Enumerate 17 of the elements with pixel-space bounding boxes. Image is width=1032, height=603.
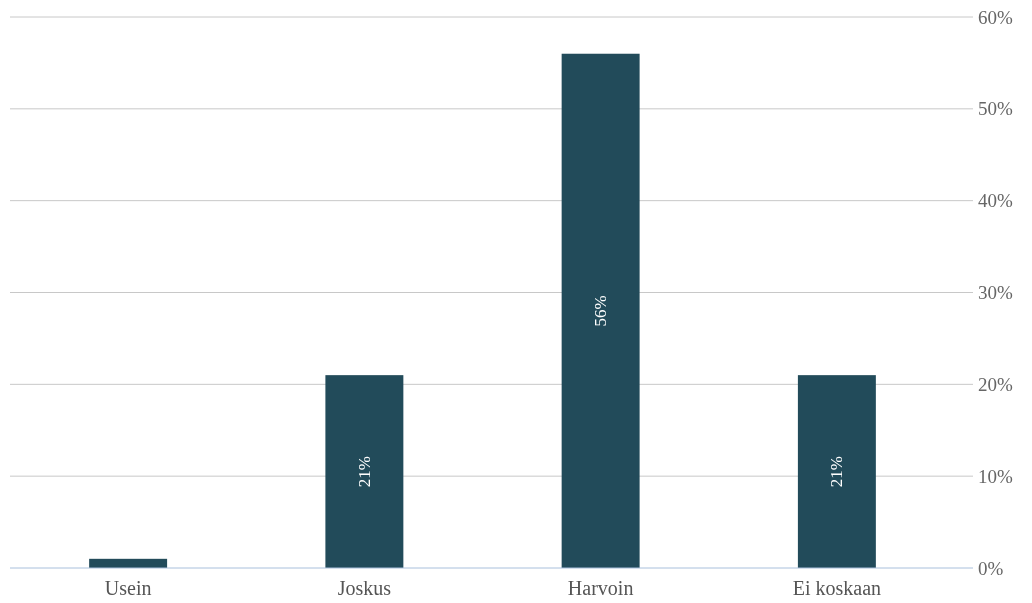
x-tick-label: Harvoin bbox=[567, 577, 634, 599]
y-tick-label: 50% bbox=[978, 98, 1013, 120]
y-tick-label: 0% bbox=[978, 557, 1004, 579]
y-tick-label: 30% bbox=[978, 282, 1013, 303]
data-label: 21% bbox=[827, 455, 847, 488]
x-tick-label: Ei koskaan bbox=[792, 577, 882, 599]
data-label: 21% bbox=[354, 455, 374, 488]
y-tick-label: 40% bbox=[978, 190, 1013, 212]
y-tick-label: 20% bbox=[978, 373, 1013, 395]
x-tick-label: Usein bbox=[104, 577, 152, 599]
y-tick-label: 60% bbox=[978, 6, 1013, 28]
x-tick-label: Joskus bbox=[337, 577, 392, 599]
bar bbox=[797, 375, 876, 568]
bar bbox=[561, 53, 640, 568]
data-label: 56% bbox=[591, 295, 611, 327]
bar bbox=[325, 375, 404, 568]
y-tick-label: 10% bbox=[978, 465, 1013, 487]
